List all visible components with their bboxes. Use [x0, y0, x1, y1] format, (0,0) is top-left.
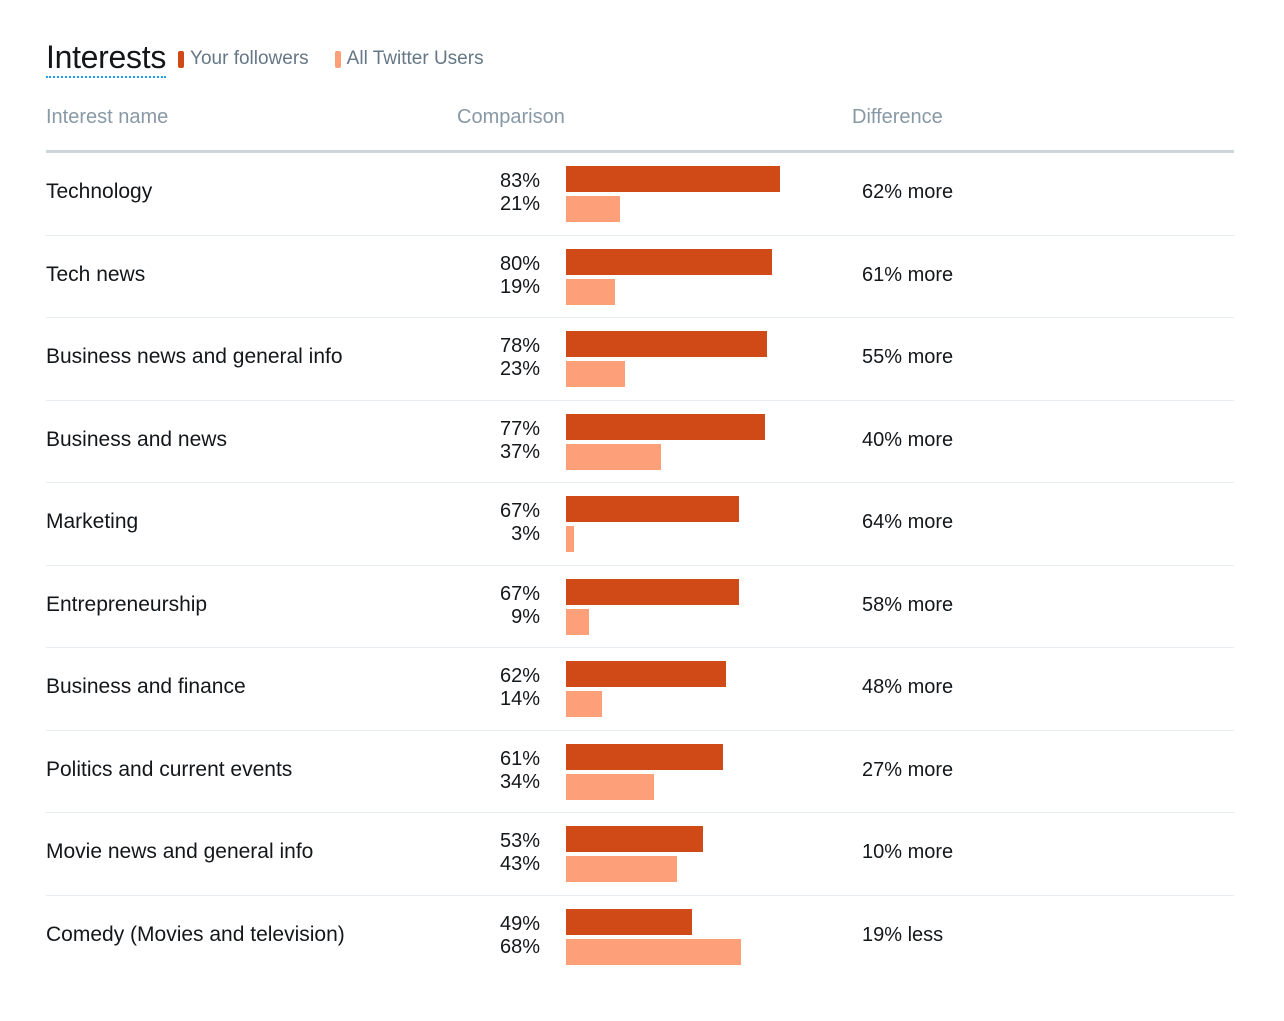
- all-users-percent: 68%: [499, 935, 540, 958]
- interest-name: Business and finance: [46, 675, 246, 698]
- all-users-bar: [566, 691, 603, 717]
- all-users-bar: [566, 196, 621, 222]
- interests-title[interactable]: Interests: [46, 39, 166, 78]
- followers-bar: [566, 908, 693, 935]
- all-users-bar: [566, 526, 574, 552]
- followers-percent: 53%: [499, 830, 540, 852]
- difference-value: 55% more: [862, 346, 954, 368]
- followers-bar: [566, 331, 768, 357]
- legend-followers: Your followers: [178, 48, 309, 70]
- difference-value: 27% more: [862, 758, 954, 781]
- all-users-bar: [566, 938, 742, 965]
- followers-bar: [566, 578, 739, 605]
- all-users-bar: [566, 608, 590, 635]
- difference-value: 40% more: [862, 428, 954, 451]
- column-header-interest-name: Interest name: [46, 106, 169, 128]
- all-users-bar: [566, 361, 626, 387]
- followers-bar: [566, 826, 703, 852]
- all-users-percent: 21%: [499, 193, 540, 215]
- followers-bar: [566, 166, 781, 192]
- table-row: Tech news 80% 19% 61% more: [46, 236, 1234, 318]
- column-header-comparison: Comparison: [457, 106, 565, 128]
- all-users-percent: 34%: [499, 770, 540, 793]
- interest-name: Comedy (Movies and television): [46, 922, 345, 946]
- interest-name: Marketing: [46, 510, 139, 533]
- difference-value: 19% less: [862, 923, 944, 946]
- all-users-bar: [566, 773, 654, 800]
- legend-all-users: All Twitter Users: [334, 48, 484, 70]
- table-row: Technology 83% 21% 62% more: [46, 153, 1234, 236]
- difference-value: 64% more: [862, 511, 954, 533]
- interests-table: Technology 83% 21% 62% more Tech news 80% 19% 6…: [46, 153, 1234, 977]
- difference-value: 48% more: [862, 676, 954, 698]
- followers-percent: 67%: [499, 582, 540, 605]
- table-row: Business and news 77% 37% 40% more: [46, 401, 1234, 483]
- followers-swatch-icon: [178, 50, 185, 68]
- header-divider: [46, 150, 1234, 153]
- column-headers: Interest name Comparison Difference: [0, 104, 1284, 134]
- table-row: Politics and current events 61% 34% 27% mor…: [46, 731, 1234, 813]
- followers-percent: 49%: [499, 912, 540, 935]
- table-row: Entrepreneurship 67% 9% 58% more: [46, 566, 1234, 648]
- table-row: Business news and general info 78% 23% 55% …: [46, 318, 1234, 401]
- table-row: Business and finance 62% 14% 48% more: [46, 648, 1234, 731]
- followers-percent: 77%: [499, 417, 540, 440]
- all-users-percent: 43%: [499, 853, 540, 875]
- followers-bar: [566, 248, 773, 275]
- table-row: Movie news and general info 53% 43% 10% mor…: [46, 813, 1234, 896]
- difference-value: 62% more: [862, 181, 954, 203]
- followers-percent: 61%: [499, 747, 540, 770]
- followers-percent: 83%: [499, 170, 540, 192]
- followers-percent: 67%: [499, 500, 540, 522]
- all-users-percent: 14%: [499, 688, 540, 710]
- followers-percent: 78%: [499, 335, 540, 357]
- followers-bar: [566, 496, 739, 522]
- all-users-percent: 3%: [511, 523, 540, 545]
- table-row: Comedy (Movies and television) 49% 68% 19% …: [46, 896, 1234, 978]
- legend: Your followers All Twitter Users: [178, 48, 510, 70]
- all-users-percent: 37%: [499, 440, 540, 463]
- followers-percent: 62%: [499, 665, 540, 687]
- table-row: Marketing 67% 3% 64% more: [46, 483, 1234, 566]
- all-users-percent: 23%: [499, 358, 540, 380]
- interest-name: Business and news: [46, 427, 227, 451]
- all-users-bar: [566, 443, 662, 470]
- all-users-percent: 19%: [499, 275, 540, 298]
- difference-value: 58% more: [862, 593, 954, 616]
- interest-name: Tech news: [46, 262, 146, 286]
- all-users-swatch-icon: [334, 50, 341, 68]
- legend-followers-label: Your followers: [190, 48, 309, 69]
- followers-bar: [566, 413, 765, 440]
- legend-all-users-label: All Twitter Users: [346, 48, 484, 69]
- difference-value: 61% more: [862, 263, 954, 286]
- interest-name: Movie news and general info: [46, 840, 314, 863]
- interests-header: Interests Your followers All Twitter Use…: [46, 34, 510, 78]
- interest-name: Business news and general info: [46, 345, 343, 368]
- difference-value: 10% more: [862, 841, 954, 863]
- all-users-percent: 9%: [511, 605, 540, 628]
- all-users-bar: [566, 278, 616, 305]
- all-users-bar: [566, 856, 677, 882]
- followers-bar: [566, 743, 724, 770]
- interest-name: Entrepreneurship: [46, 592, 208, 616]
- followers-percent: 80%: [499, 252, 540, 275]
- interest-name: Politics and current events: [46, 757, 293, 781]
- interest-name: Technology: [46, 180, 153, 203]
- column-header-difference: Difference: [852, 106, 943, 128]
- followers-bar: [566, 661, 726, 687]
